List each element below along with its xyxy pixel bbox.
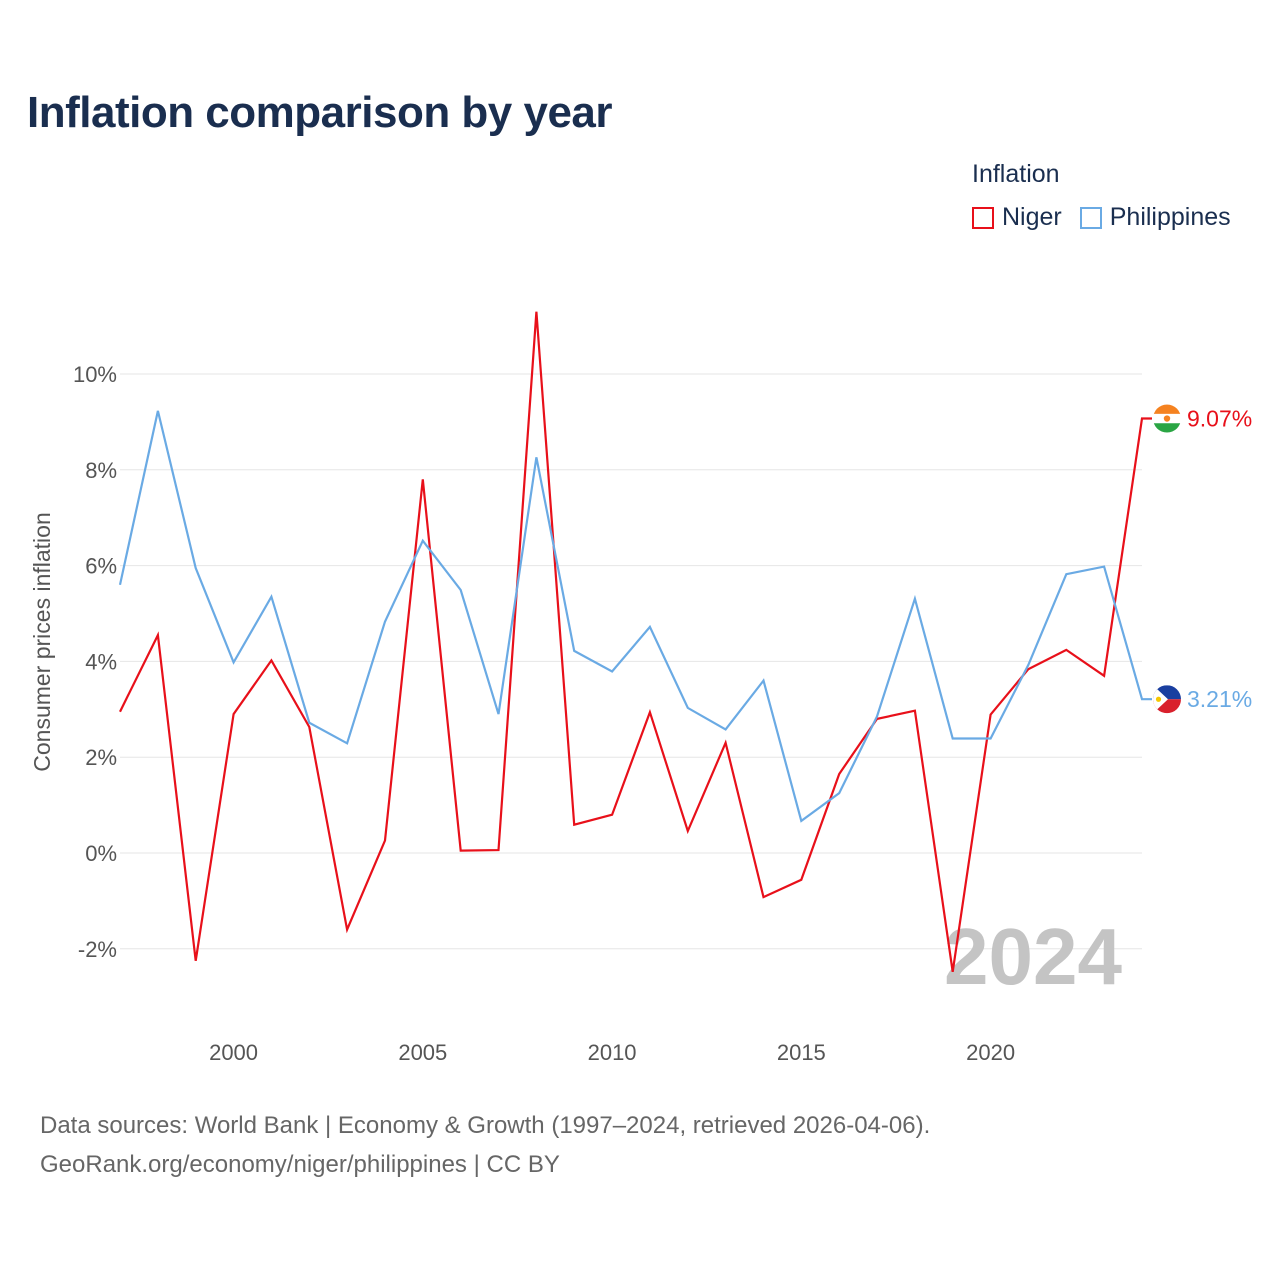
legend-entries: Niger Philippines — [972, 203, 1231, 232]
legend-swatch-philippines — [1079, 206, 1102, 229]
x-tick-label: 2000 — [209, 1040, 258, 1065]
legend-label-philippines: Philippines — [1109, 203, 1231, 231]
legend-item-niger[interactable]: Niger — [972, 203, 1062, 232]
y-tick-label: 6% — [85, 554, 117, 579]
legend-label-niger: Niger — [1002, 203, 1062, 231]
legend-item-philippines[interactable]: Philippines — [1079, 203, 1231, 232]
y-axis-label: Consumer prices inflation — [29, 512, 55, 772]
series-line-philippines[interactable] — [118, 410, 1152, 823]
end-labels: 9.07% 3.21% — [1153, 404, 1252, 714]
footer-sources: Data sources: World Bank | Economy & Gro… — [40, 1112, 931, 1139]
series-lines — [118, 311, 1152, 972]
philippines-flag-icon — [1153, 685, 1181, 714]
footer-link[interactable]: GeoRank.org/economy/niger/philippines | … — [40, 1151, 560, 1178]
end-label-niger: 9.07% — [1187, 406, 1252, 432]
series-line-niger[interactable] — [119, 311, 1152, 972]
legend: Inflation Niger Philippines — [972, 160, 1231, 232]
y-tick-label: 8% — [85, 458, 117, 483]
x-tick-label: 2005 — [398, 1040, 447, 1065]
y-tick-label: 0% — [85, 841, 117, 866]
legend-swatch-niger — [972, 206, 994, 229]
y-tick-label: 4% — [85, 649, 117, 674]
chart-title: Inflation comparison by year — [27, 88, 613, 137]
y-tick-label: -2% — [78, 937, 117, 962]
x-axis-ticks: 2000 2005 2010 2015 2020 — [209, 1040, 1015, 1065]
y-tick-label: 2% — [85, 745, 117, 770]
niger-flag-icon — [1153, 404, 1181, 433]
x-tick-label: 2020 — [966, 1040, 1015, 1065]
year-watermark: 2024 — [944, 912, 1122, 1001]
x-tick-label: 2015 — [777, 1040, 826, 1065]
x-tick-label: 2010 — [588, 1040, 637, 1065]
y-axis-ticks: -2% 0% 2% 4% 6% 8% 10% — [73, 362, 117, 962]
y-tick-label: 10% — [73, 362, 117, 387]
gridlines — [120, 373, 1142, 950]
legend-title: Inflation — [972, 160, 1060, 188]
end-label-philippines: 3.21% — [1187, 686, 1252, 712]
footer: Data sources: World Bank | Economy & Gro… — [40, 1106, 930, 1184]
